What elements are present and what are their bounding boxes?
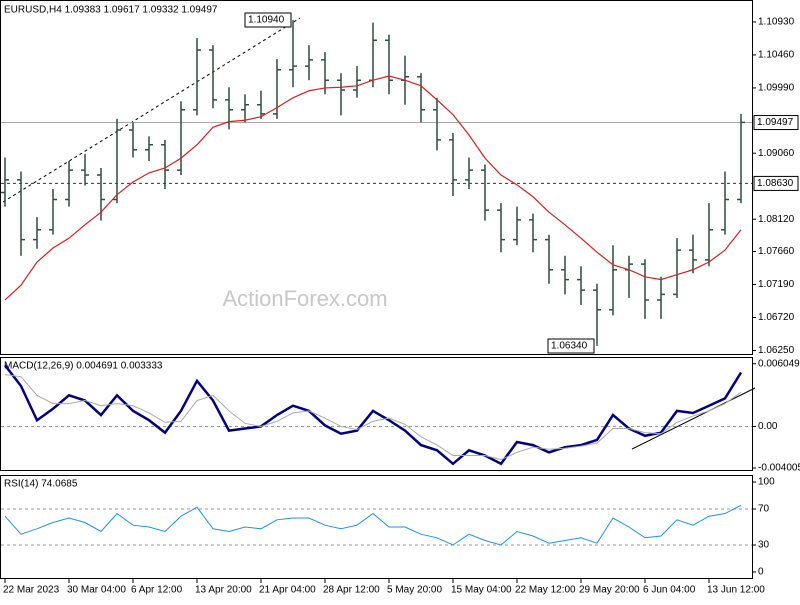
macd-title: MACD(12,26,9) 0.004691 0.003333 [4,361,163,372]
x-tick-label: 5 May 20:00 [387,585,442,596]
y-tick-label: 1.10930 [758,17,795,28]
macd-trend-line [631,387,756,450]
x-tick-label: 29 May 20:00 [579,585,640,596]
ohlc-bar [81,153,89,186]
ohlc-bar [433,97,441,151]
ohlc-bar [561,255,569,295]
x-tick-label: 21 Apr 04:00 [259,585,316,596]
ohlc-bar [129,122,137,158]
y-tick-label: 1.07190 [758,279,795,290]
ohlc-bar [513,206,521,246]
ohlc-bar [385,34,393,95]
x-tick-label: 30 Mar 04:00 [67,585,126,596]
ohlc-bar [593,283,601,345]
trend-line [2,17,301,203]
ohlc-bar [529,213,537,253]
ohlc-bar [161,139,169,190]
ohlc-bar [321,52,329,95]
y-tick-label: 1.07660 [758,246,795,257]
x-tick-label: 28 Apr 12:00 [323,585,380,596]
annotation-box [547,338,595,354]
ohlc-bar [657,276,665,319]
y-tick-label: 70 [758,504,770,515]
ohlc-bar [17,171,25,256]
ohlc-bar [305,45,313,81]
x-tick-label: 13 Jun 12:00 [707,585,765,596]
y-tick-label: 30 [758,540,770,551]
ohlc-bar [465,157,473,190]
series-line [4,364,743,466]
ohlc-bar [705,203,713,267]
annotation-box [244,12,292,28]
ohlc-bar [609,245,617,316]
y-tick-label: 1.10460 [758,50,795,61]
price-label-box [753,115,799,131]
x-tick-label: 15 May 04:00 [451,585,512,596]
ohlc-bar [33,217,41,249]
moving-average [4,75,742,301]
ohlc-bar [177,101,185,175]
ohlc-bar [225,87,233,130]
y-tick-label: 1.06720 [758,312,795,323]
y-tick-label: 1.08120 [758,214,795,225]
ohlc-bar [113,118,121,204]
y-tick-label: 1.09060 [758,148,795,159]
x-tick-label: 13 Apr 20:00 [195,585,252,596]
rsi-panel [0,475,753,579]
ohlc-bar [337,73,345,116]
x-tick-label: 6 Jun 04:00 [643,585,696,596]
x-tick-label: 22 Mar 2023 [3,585,60,596]
ohlc-bar [257,90,265,119]
ohlc-bar [145,136,153,161]
y-tick-label: 100 [758,477,775,488]
ohlc-bar [449,132,457,197]
ohlc-bar [65,160,73,207]
price-label: 1.08630 [757,178,794,189]
price-label-box [753,175,799,191]
y-tick-label: 1.09990 [758,83,795,94]
price-title: EURUSD,H4 1.09383 1.09617 1.09332 1.0949… [4,5,218,16]
ohlc-bar [481,164,489,221]
ohlc-bar [641,259,649,319]
y-tick-label: 0.006049 [758,358,800,369]
ohlc-bar [49,189,57,235]
series-line [4,374,742,461]
ohlc-bar [737,113,745,204]
annotation: 1.10940 [248,15,285,26]
watermark: ActionForex.com [222,286,387,311]
y-tick-label: 0.00 [758,421,778,432]
y-tick-label: 1.06250 [758,345,795,356]
ohlc-bar [721,171,729,235]
ohlc-bar [1,157,9,207]
annotation: 1.06340 [551,341,588,352]
y-tick-label: -0.004005 [758,463,800,474]
ohlc-bar [577,266,585,305]
ohlc-bar [689,234,697,274]
ohlc-bar [193,38,201,116]
ohlc-bar [273,59,281,119]
ohlc-bar [545,234,553,284]
x-tick-label: 22 May 12:00 [515,585,576,596]
ohlc-bar [289,21,297,88]
ohlc-bar [497,203,505,253]
y-tick-label: 0 [758,567,764,578]
rsi-title: RSI(14) 74.0685 [4,479,78,490]
ohlc-bar [673,238,681,298]
x-tick-label: 6 Apr 12:00 [131,585,183,596]
ohlc-bar [417,73,425,123]
ohlc-bar [209,45,217,109]
price-panel [0,0,753,355]
ohlc-bar [353,66,361,98]
ohlc-bar [241,94,249,123]
price-label: 1.09497 [757,117,794,128]
series-line [4,504,742,546]
